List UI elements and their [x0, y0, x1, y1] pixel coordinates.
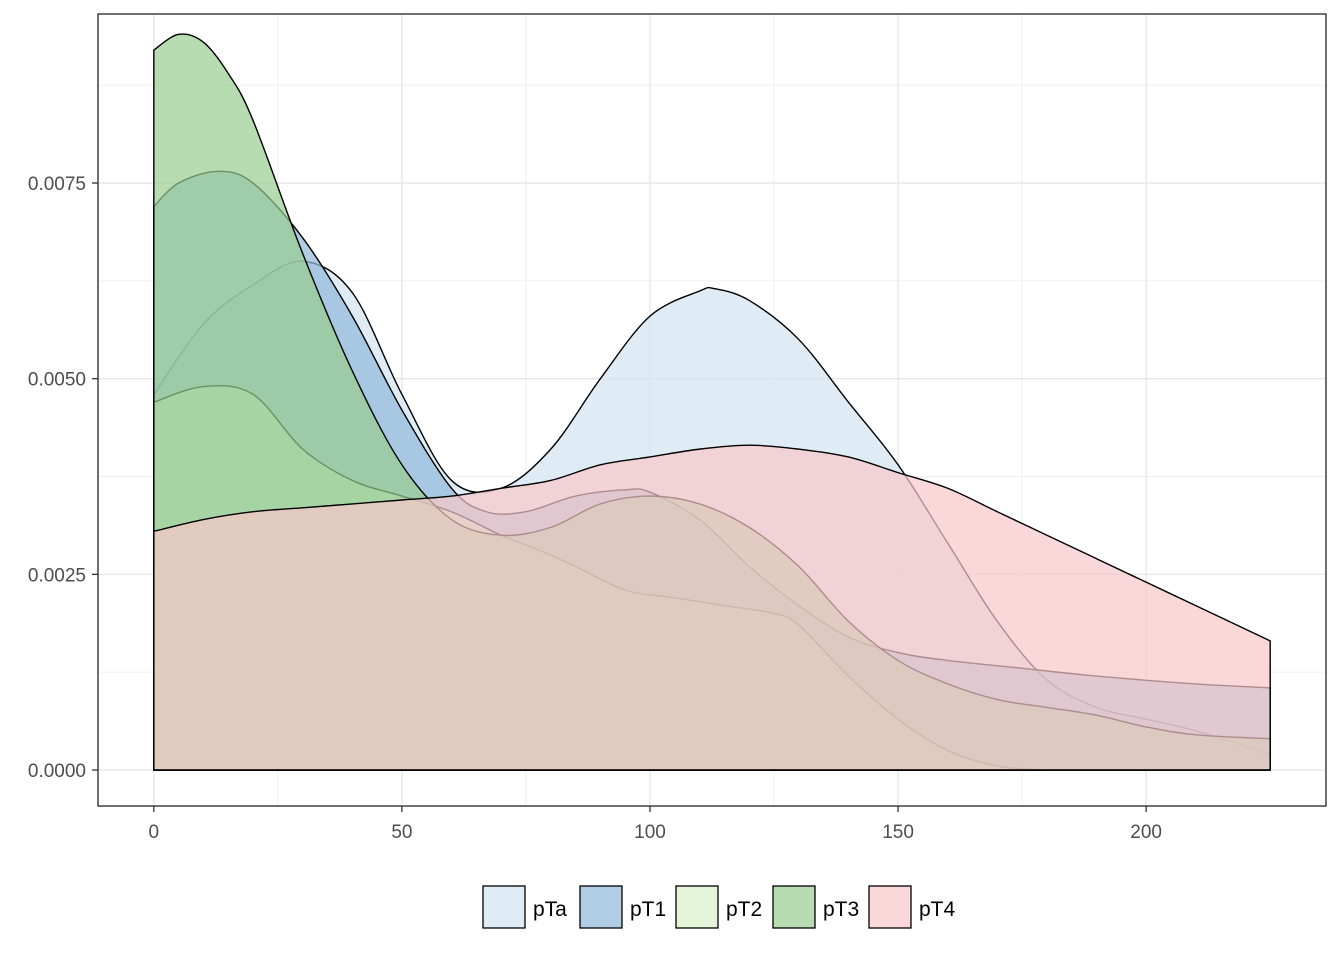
x-tick-label: 150 — [882, 822, 914, 843]
x-tick-label: 200 — [1130, 822, 1162, 843]
y-axis: 0.0000 0.0025 0.0050 0.0075 — [28, 174, 98, 782]
y-tick-label: 0.0000 — [28, 761, 86, 782]
density-area-pT4 — [153, 444, 1271, 771]
y-tick-label: 0.0025 — [28, 565, 86, 586]
legend-key-pT4 — [868, 885, 912, 929]
legend-label-pT3: pT3 — [823, 898, 859, 921]
x-tick-label: 0 — [149, 822, 160, 843]
legend: pTa pT1 pT2 pT3 pT4 — [482, 885, 956, 929]
legend-label-pT2: pT2 — [726, 898, 762, 921]
x-axis: 0 50 100 150 200 — [149, 806, 1162, 843]
legend-label-pTa: pTa — [533, 898, 567, 921]
plot-panel-border — [97, 13, 1327, 807]
legend-item-pTa: pTa — [482, 885, 567, 929]
legend-item-pT1: pT1 — [579, 885, 666, 929]
legend-item-pT4: pT4 — [868, 885, 956, 929]
y-tick-label: 0.0050 — [28, 370, 86, 391]
legend-label-pT4: pT4 — [919, 898, 956, 921]
legend-item-pT2: pT2 — [675, 885, 762, 929]
x-tick-label: 50 — [391, 822, 412, 843]
legend-key-pTa — [482, 885, 526, 929]
legend-item-pT3: pT3 — [772, 885, 859, 929]
legend-key-pT2 — [675, 885, 719, 929]
legend-label-pT1: pT1 — [630, 898, 666, 921]
legend-key-pT1 — [579, 885, 623, 929]
density-areas — [153, 33, 1271, 771]
legend-key-pT3 — [772, 885, 816, 929]
y-tick-label: 0.0075 — [28, 174, 86, 195]
x-tick-label: 100 — [634, 822, 666, 843]
